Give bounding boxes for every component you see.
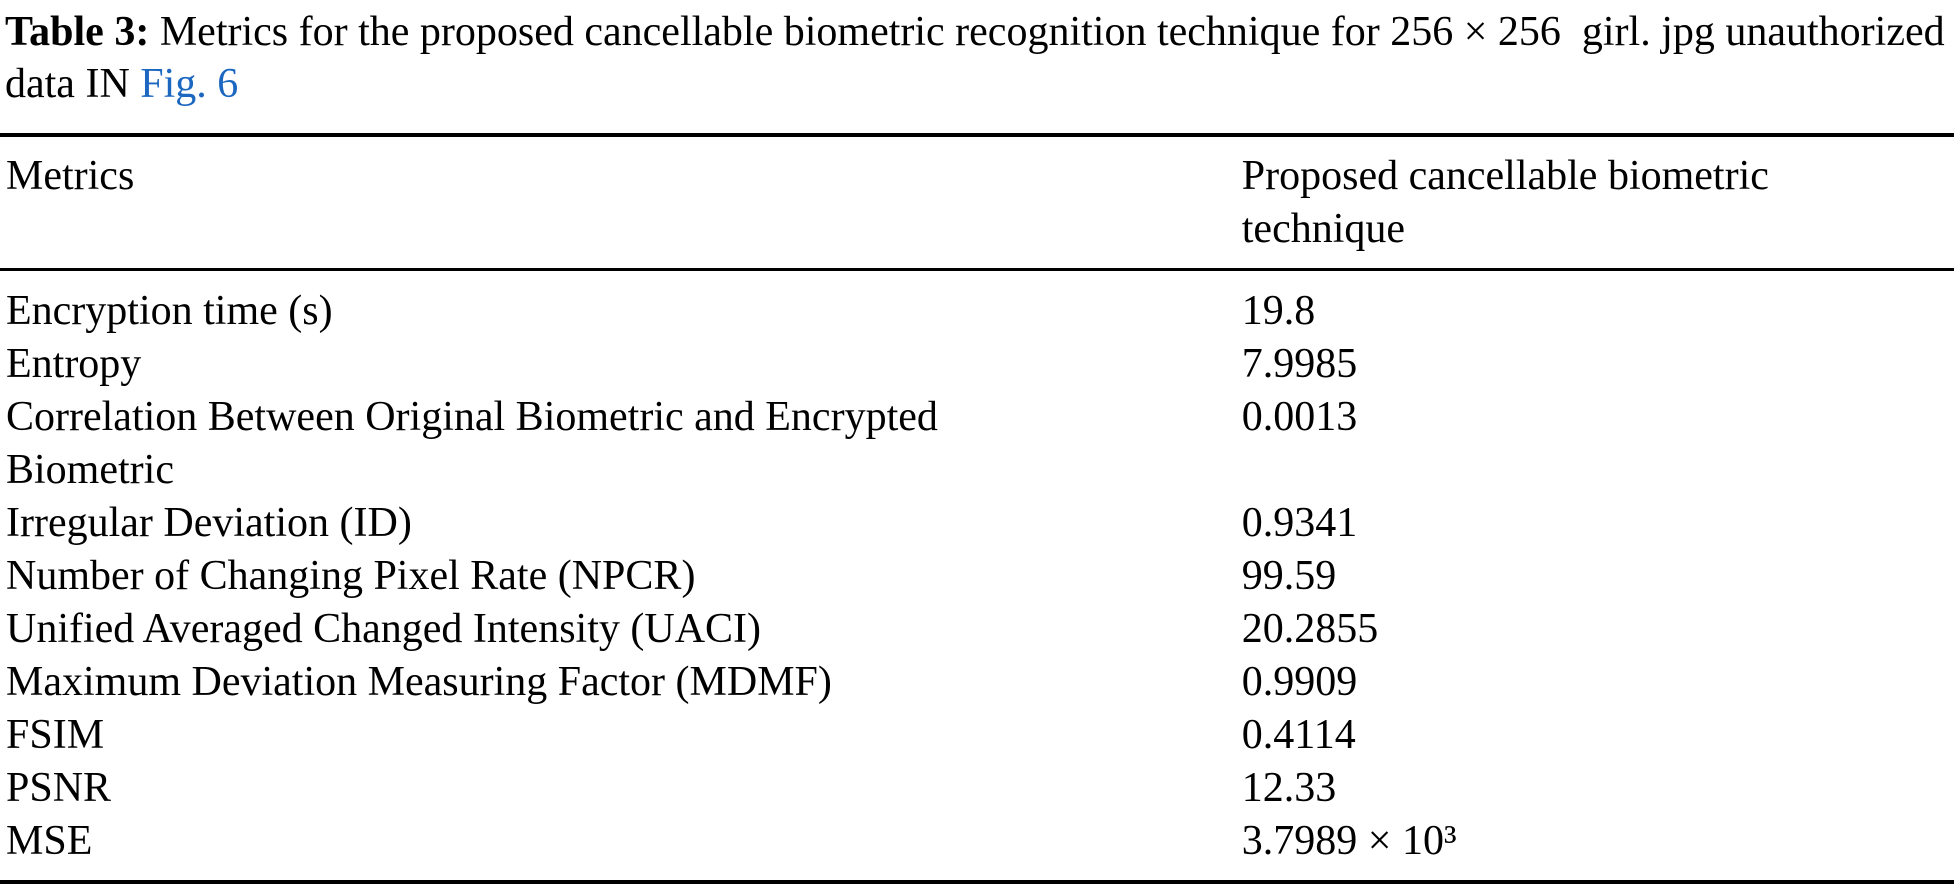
value-cell: 3.7989 × 10³ <box>1241 818 1457 864</box>
metrics-table: Metrics Proposed cancellable biometric t… <box>0 133 1954 884</box>
caption-text: Metrics for the proposed cancellable bio… <box>5 9 1945 107</box>
table-row: Correlation Between Original Biometric a… <box>0 391 1954 497</box>
table-row: Irregular Deviation (ID) 0.9341 <box>0 497 1954 550</box>
value-cell: 99.59 <box>1241 553 1337 599</box>
column-header-metrics: Metrics <box>0 135 1242 271</box>
metric-cell: MSE <box>6 818 93 864</box>
metric-cell: Maximum Deviation Measuring Factor (MDMF… <box>6 659 832 705</box>
metric-cell: Correlation Between Original Biometric a… <box>6 394 938 493</box>
value-cell: 0.0013 <box>1241 394 1358 440</box>
header-row: Metrics Proposed cancellable biometric t… <box>0 135 1954 271</box>
table-row: Number of Changing Pixel Rate (NPCR) 99.… <box>0 550 1954 603</box>
caption-label: Table 3: <box>5 9 150 55</box>
table-row: Maximum Deviation Measuring Factor (MDMF… <box>0 656 1954 709</box>
metric-cell: Encryption time (s) <box>6 288 333 334</box>
table-row: Entropy 7.9985 <box>0 338 1954 391</box>
metric-cell: Irregular Deviation (ID) <box>6 500 412 546</box>
table-row: MSE 3.7989 × 10³ <box>0 815 1954 882</box>
value-cell: 12.33 <box>1241 765 1337 811</box>
value-cell: 19.8 <box>1241 288 1316 334</box>
metric-cell: Entropy <box>6 341 142 387</box>
figure-link[interactable]: Fig. 6 <box>140 61 239 107</box>
table-row: PSNR 12.33 <box>0 762 1954 815</box>
metric-cell: FSIM <box>6 712 105 758</box>
value-cell: 0.4114 <box>1241 712 1356 758</box>
table-row: FSIM 0.4114 <box>0 709 1954 762</box>
metric-cell: Number of Changing Pixel Rate (NPCR) <box>6 553 696 599</box>
value-cell: 0.9341 <box>1241 500 1358 546</box>
table-row: Unified Averaged Changed Intensity (UACI… <box>0 603 1954 656</box>
table-row: Encryption time (s) 19.8 <box>0 270 1954 339</box>
table-caption: Table 3: Metrics for the proposed cancel… <box>0 0 1954 110</box>
value-cell: 7.9985 <box>1241 341 1358 387</box>
value-cell: 0.9909 <box>1241 659 1358 705</box>
column-header-technique: Proposed cancellable biometric technique <box>1241 135 1954 271</box>
value-cell: 20.2855 <box>1241 606 1379 652</box>
metric-cell: PSNR <box>6 765 112 811</box>
metric-cell: Unified Averaged Changed Intensity (UACI… <box>6 606 762 652</box>
